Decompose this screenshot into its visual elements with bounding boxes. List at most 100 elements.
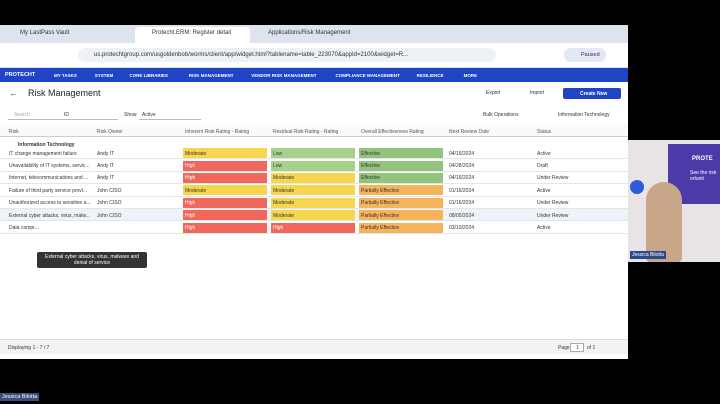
rating-label: Moderate [185, 150, 207, 157]
rating-cell [271, 222, 355, 233]
rating-cell [359, 210, 443, 221]
rating-label: Partially Effective [361, 212, 400, 219]
cell: Under Review [537, 175, 569, 182]
back[interactable]: ← [9, 88, 18, 98]
rating-cell [271, 160, 355, 171]
column-header: Risk Owner [97, 129, 123, 135]
tab[interactable]: Applications/Risk Management [268, 30, 351, 36]
rating-cell [183, 197, 267, 208]
row[interactable] [0, 197, 628, 209]
create-button[interactable] [563, 88, 621, 99]
rating-label: Low [273, 162, 283, 169]
cell: 04/16/2024 [449, 150, 475, 157]
row[interactable] [0, 159, 628, 172]
tab[interactable]: Protecht.ERM: Register detail [152, 30, 232, 36]
rating-cell [183, 173, 267, 183]
rating-cell [359, 148, 443, 159]
nav-item[interactable]: VENDOR RISK MANAGEMENT [251, 72, 317, 78]
cell: Under Review [537, 212, 569, 219]
rating-cell [271, 173, 355, 183]
page-input[interactable] [570, 343, 584, 352]
group-filter[interactable]: Information Technology [558, 112, 610, 118]
rating-label: Partially Effective [361, 187, 400, 194]
rating-cell [271, 185, 355, 196]
page-value: 1 [576, 345, 579, 351]
cell: IT change management failure [9, 150, 77, 157]
url-box[interactable] [78, 48, 496, 62]
rating-label: Partially Effective [361, 200, 400, 207]
cell: Under Review [537, 200, 569, 207]
row[interactable] [0, 172, 628, 185]
presenter-label: Jessica Bilotta [0, 393, 40, 401]
tab[interactable]: My LastPass Vault [20, 30, 70, 36]
search-placeholder: Search [14, 112, 30, 118]
rating-cell [359, 185, 443, 196]
cell: 08/05/2024 [449, 212, 475, 219]
active-tab[interactable] [135, 27, 250, 43]
rating-cell [183, 210, 267, 221]
cell: 01/16/2024 [449, 200, 475, 207]
rating-label: Effective [361, 150, 381, 157]
browser-window: My LastPass Vault Protecht.ERM: Register… [0, 25, 628, 359]
rating-label: Partially Effective [361, 224, 400, 231]
column-header: Status [537, 129, 552, 135]
bulk-operations[interactable]: Bulk Operations [483, 112, 519, 118]
nav-item[interactable]: CORE LIBRARIES [129, 72, 168, 78]
row[interactable] [0, 147, 628, 160]
rating-label: Effective [361, 175, 381, 182]
cell: 04/28/2024 [449, 162, 475, 169]
column-header: Risk [9, 129, 19, 135]
cell: Internet, telecommunications and ... [9, 175, 89, 182]
rating-cell [183, 148, 267, 159]
rating-label: High [185, 224, 196, 231]
profile-label: Paused [581, 52, 600, 58]
search-box[interactable] [8, 110, 118, 120]
rating-label: Moderate [273, 212, 295, 219]
create-label: Create New [580, 90, 608, 97]
cell: John CISO [97, 200, 122, 207]
row[interactable] [0, 184, 628, 197]
tooltip [37, 252, 147, 268]
rating-cell [359, 160, 443, 171]
nav-item[interactable]: SYSTEM [94, 72, 114, 78]
column-header: Residual Risk Rating - Rating [273, 129, 339, 135]
rating-label: Moderate [273, 187, 295, 194]
rating-cell [183, 160, 267, 171]
profile[interactable] [564, 48, 606, 62]
rating-label: Moderate [185, 187, 207, 194]
person [646, 182, 682, 262]
field-select[interactable]: ID [64, 112, 69, 118]
nav-item[interactable]: RISK MANAGEMENT [188, 72, 234, 78]
cell: 04/16/2024 [449, 175, 475, 182]
cell: Draft [537, 162, 548, 169]
show-label: Show [124, 112, 137, 118]
rating-label: High [273, 224, 284, 231]
banner-brand: PROTE [692, 156, 713, 162]
rating-label: High [185, 162, 196, 169]
cell: Andy IT [97, 162, 115, 169]
page-title: Risk Management [28, 88, 101, 98]
import[interactable]: Import [530, 90, 545, 96]
cell: Andy IT [97, 150, 115, 157]
nav-item[interactable]: MORE [463, 72, 478, 78]
address-bar: us.protechtgroup.com/usgoldenbob/worms/c… [0, 43, 628, 68]
nav-item[interactable]: RESILIENCE [416, 72, 444, 78]
rating-cell [183, 185, 267, 196]
column-header: Next Review Date [449, 129, 490, 135]
rating-cell [271, 197, 355, 208]
cell: John CISO [97, 212, 122, 219]
cell: Unauthorized access to sensitive a... [9, 200, 91, 207]
rating-label: Effective [361, 162, 381, 169]
nav-item[interactable]: COMPLIANCE MANAGEMENT [335, 72, 400, 78]
nav-item[interactable]: MY TASKS [54, 72, 77, 78]
cell: 01/16/2024 [449, 187, 475, 194]
export[interactable]: Export [486, 90, 501, 96]
cell: Data compr... [9, 224, 39, 231]
show-select[interactable] [139, 110, 201, 120]
brand: PROTECHT [5, 72, 36, 78]
rating-label: Moderate [273, 175, 295, 182]
column-header: Overall Effectiveness Rating [361, 129, 424, 135]
rating-label: Moderate [273, 200, 295, 207]
cell: Active [537, 224, 551, 231]
row[interactable] [0, 221, 628, 234]
